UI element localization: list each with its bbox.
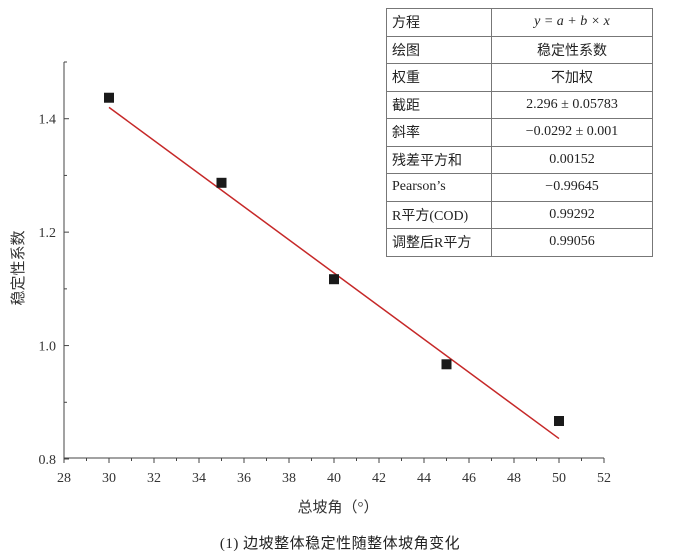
fit-table-value: −0.0292 ± 0.001: [491, 118, 653, 147]
fit-table-row: 权重 不加权: [386, 63, 653, 92]
fit-table-row: 调整后R平方 0.99056: [386, 228, 653, 257]
x-tick-label: 48: [507, 471, 521, 486]
fit-table-label: 绘图: [386, 35, 492, 64]
x-tick-label: 44: [417, 471, 431, 486]
fit-table-value: 0.99292: [491, 200, 653, 229]
x-tick-label: 38: [282, 471, 296, 486]
figure-caption: (1) 边坡整体稳定性随整体坡角变化: [219, 536, 461, 552]
x-tick-label: 36: [237, 471, 251, 486]
fit-table-row: 绘图 稳定性系数: [386, 35, 653, 64]
fit-table-value: 稳定性系数: [491, 35, 653, 64]
x-tick-label: 32: [147, 471, 161, 486]
fit-table-value: 0.99056: [491, 228, 653, 257]
fit-line: [108, 106, 560, 440]
x-tick-label: 52: [597, 471, 611, 486]
fit-table-label: 残差平方和: [386, 145, 492, 174]
fit-table-value: 不加权: [491, 63, 653, 92]
y-ticks: 0.8 1.0 1.2 1.4: [39, 61, 69, 468]
x-ticks: 28 30 32 34 36 38 40 42 44 46 48 50 52: [57, 458, 611, 486]
fit-table-value: y = a + b × x: [491, 8, 653, 37]
y-tick-label: 1.4: [39, 113, 57, 128]
fit-statistics-table: 方程 y = a + b × x 绘图 稳定性系数 权重 不加权 截距 2.296 ± 0.0…: [386, 8, 653, 257]
x-tick-label: 28: [57, 471, 71, 486]
fit-table-label: R平方(COD): [386, 200, 492, 229]
data-point: [104, 92, 114, 103]
fit-line-layer: [108, 106, 560, 440]
x-tick-label: 50: [552, 471, 566, 486]
x-tick-label: 40: [327, 471, 341, 486]
data-points: [104, 92, 564, 427]
fit-table-label: 斜率: [386, 118, 492, 147]
fit-table-value: 0.00152: [491, 145, 653, 174]
fit-table-row: 方程 y = a + b × x: [386, 8, 653, 37]
fit-table-label: Pearson’s: [386, 173, 492, 202]
fit-table-value: 2.296 ± 0.05783: [491, 90, 653, 119]
fit-table-value: −0.99645: [491, 173, 653, 202]
fit-table-label: 调整后R平方: [386, 228, 492, 257]
x-axis-label: 总坡角（°）: [298, 499, 379, 516]
data-point: [554, 416, 564, 427]
data-point: [441, 359, 452, 370]
fit-table-row: Pearson’s −0.99645: [386, 173, 653, 202]
fit-table-row: R平方(COD) 0.99292: [386, 200, 653, 229]
data-point: [216, 177, 227, 188]
y-tick-label: 1.2: [39, 226, 57, 241]
y-axis-label: 稳定性系数: [10, 230, 27, 305]
x-tick-label: 46: [462, 471, 476, 486]
fit-table-row: 斜率 −0.0292 ± 0.001: [386, 118, 653, 147]
fit-table-row: 截距 2.296 ± 0.05783: [386, 90, 653, 119]
fit-table-label: 权重: [386, 63, 492, 92]
y-tick-label: 1.0: [39, 340, 57, 355]
data-point: [329, 274, 339, 285]
x-tick-label: 42: [372, 471, 386, 486]
x-tick-label: 34: [192, 471, 206, 486]
fit-table-label: 截距: [386, 90, 492, 119]
fit-table-label: 方程: [386, 8, 492, 37]
y-tick-label: 0.8: [39, 453, 57, 468]
fit-table-row: 残差平方和 0.00152: [386, 145, 653, 174]
x-tick-label: 30: [102, 471, 116, 486]
